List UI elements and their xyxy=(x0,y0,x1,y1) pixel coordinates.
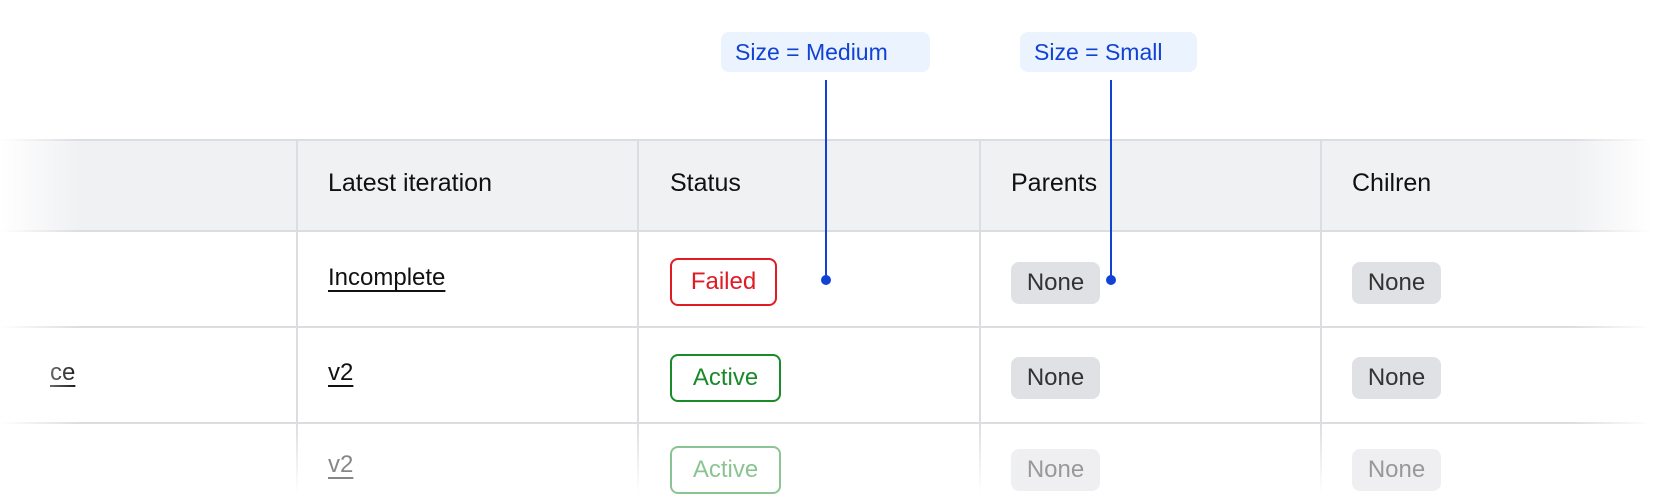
data-table: Latest iteration Status Parents Chilren … xyxy=(0,139,1672,494)
annotation-connector xyxy=(825,80,827,280)
parents-badge: None xyxy=(1011,357,1100,399)
annotation-dot xyxy=(1106,275,1116,285)
column-divider xyxy=(1320,139,1322,494)
parents-badge: None xyxy=(1011,262,1100,304)
row-divider xyxy=(0,422,1672,424)
children-badge: None xyxy=(1352,262,1441,304)
right-fade xyxy=(1572,139,1672,494)
row-divider xyxy=(0,326,1672,328)
header-status[interactable]: Status xyxy=(670,169,741,197)
header-parents[interactable]: Parents xyxy=(1011,169,1098,197)
column-divider xyxy=(296,139,298,494)
children-badge: None xyxy=(1352,357,1441,399)
annotation-dot xyxy=(821,275,831,285)
annotation-connector xyxy=(1110,80,1112,280)
table-header xyxy=(0,139,1672,232)
left-fade xyxy=(0,139,80,429)
header-latest-iteration[interactable]: Latest iteration xyxy=(328,169,492,197)
parents-badge: None xyxy=(1011,449,1100,491)
status-badge-failed: Failed xyxy=(670,258,777,306)
iteration-link[interactable]: v2 xyxy=(328,451,354,478)
children-badge: None xyxy=(1352,449,1441,491)
iteration-link[interactable]: Incomplete xyxy=(328,264,446,291)
column-divider xyxy=(637,139,639,494)
column-divider xyxy=(979,139,981,494)
status-badge-active: Active xyxy=(670,354,781,402)
annotation-size-small: Size = Small xyxy=(1020,32,1197,72)
status-badge-active: Active xyxy=(670,446,781,494)
header-children[interactable]: Chilren xyxy=(1352,169,1432,197)
annotation-size-medium: Size = Medium xyxy=(721,32,930,72)
iteration-link[interactable]: v2 xyxy=(328,359,354,386)
